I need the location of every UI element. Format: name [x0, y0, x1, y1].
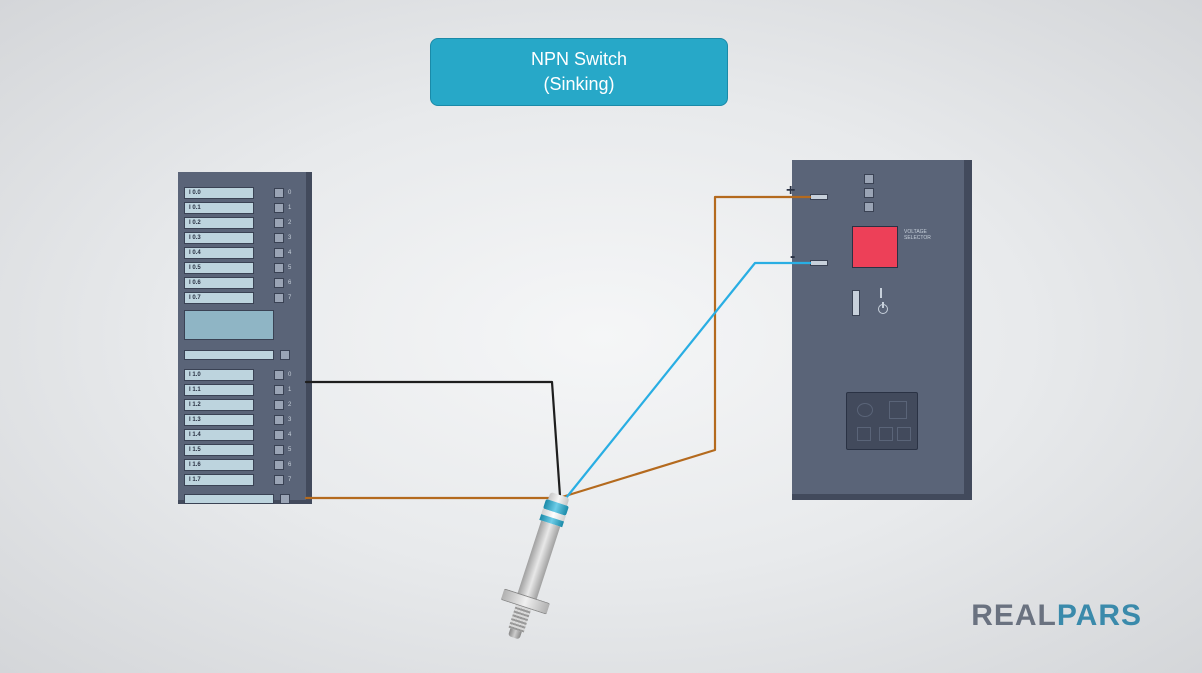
voltage-selector: [852, 226, 898, 268]
plc-num: 1: [288, 387, 296, 393]
plc-terminal-top: [184, 350, 274, 360]
psu-sign-minus: -: [790, 248, 795, 266]
plc-led: [274, 475, 284, 485]
plc-label: I 1.1: [184, 384, 254, 396]
plc-label: I 1.3: [184, 414, 254, 426]
psu-terminal-minus: [810, 260, 828, 266]
logo-part1: REAL: [971, 599, 1057, 632]
logo-part2: PARS: [1057, 599, 1142, 632]
plc-led: [274, 445, 284, 455]
plc-num: 7: [288, 477, 296, 483]
plc-num: 4: [288, 432, 296, 438]
plc-row-i0-4: I 0.4 4: [184, 246, 306, 260]
plc-led: [274, 430, 284, 440]
plc-led: [274, 370, 284, 380]
plc-row-i0-3: I 0.3 3: [184, 231, 306, 245]
plc-led: [274, 203, 284, 213]
title-line2: (Sinking): [543, 72, 614, 97]
plc-terminal-led: [280, 350, 290, 360]
voltage-selector-label: VOLTAGE SELECTOR: [904, 230, 931, 241]
psu-led-1: [864, 174, 874, 184]
plc-terminal-bottom-led: [280, 494, 290, 504]
plc-num: 3: [288, 235, 296, 241]
plc-led: [274, 293, 284, 303]
wire: [566, 263, 810, 498]
plc-row-i0-0: I 0.0 0: [184, 186, 306, 200]
plc-label: I 0.6: [184, 277, 254, 289]
psu-led-2: [864, 188, 874, 198]
plc-num: 0: [288, 190, 296, 196]
plc-num: 2: [288, 402, 296, 408]
psu-switch: [852, 290, 860, 316]
sensor-body: [516, 520, 560, 602]
plc-row-i1-3: I 1.3 3: [184, 413, 306, 427]
plc-led: [274, 263, 284, 273]
power-icon: [878, 304, 888, 314]
plc-label: I 1.4: [184, 429, 254, 441]
plc-num: 3: [288, 417, 296, 423]
plc-num: 6: [288, 280, 296, 286]
plc-label: I 1.2: [184, 399, 254, 411]
plc-num: 2: [288, 220, 296, 226]
psu-terminal-plus: [810, 194, 828, 200]
plc-num: 6: [288, 462, 296, 468]
plc-num: 7: [288, 295, 296, 301]
plc-terminal-bottom: [184, 494, 274, 504]
plc-label: I 1.0: [184, 369, 254, 381]
plc-row-i1-2: I 1.2 2: [184, 398, 306, 412]
plc-label: I 0.5: [184, 262, 254, 274]
proximity-sensor: [488, 489, 579, 663]
plc-num: 0: [288, 372, 296, 378]
plc-label: I 0.0: [184, 187, 254, 199]
plc-led: [274, 278, 284, 288]
plc-row-i1-4: I 1.4 4: [184, 428, 306, 442]
plc-row-i0-5: I 0.5 5: [184, 261, 306, 275]
psu-led-3: [864, 202, 874, 212]
plc-num: 4: [288, 250, 296, 256]
psu-outlet: [846, 392, 918, 450]
title-banner: NPN Switch (Sinking): [430, 38, 728, 106]
plc-num: 1: [288, 205, 296, 211]
plc-led: [274, 188, 284, 198]
wire: [306, 382, 560, 496]
plc-led: [274, 385, 284, 395]
plc-row-i1-7: I 1.7 7: [184, 473, 306, 487]
plc-led: [274, 460, 284, 470]
plc-module: I 0.00I 0.11I 0.22I 0.33I 0.44I 0.55I 0.…: [178, 172, 312, 504]
plc-row-i1-0: I 1.0 0: [184, 368, 306, 382]
plc-row-i1-6: I 1.6 6: [184, 458, 306, 472]
power-supply: VOLTAGE SELECTOR: [792, 160, 972, 500]
plc-led: [274, 415, 284, 425]
plc-num: 5: [288, 447, 296, 453]
plc-row-i1-1: I 1.1 1: [184, 383, 306, 397]
plc-led: [274, 400, 284, 410]
plc-label: I 0.2: [184, 217, 254, 229]
plc-label: I 0.3: [184, 232, 254, 244]
plc-num: 5: [288, 265, 296, 271]
plc-row-i1-5: I 1.5 5: [184, 443, 306, 457]
psu-on-indicator: [880, 288, 882, 298]
plc-label: I 1.6: [184, 459, 254, 471]
title-line1: NPN Switch: [531, 47, 627, 72]
brand-logo: REALPARS: [971, 599, 1142, 633]
plc-label: I 1.7: [184, 474, 254, 486]
plc-row-i0-2: I 0.2 2: [184, 216, 306, 230]
plc-label: I 0.4: [184, 247, 254, 259]
psu-sign-plus: +: [786, 182, 795, 200]
plc-label: I 1.5: [184, 444, 254, 456]
plc-label: I 0.1: [184, 202, 254, 214]
plc-led: [274, 248, 284, 258]
plc-row-i0-6: I 0.6 6: [184, 276, 306, 290]
plc-spacer: [184, 310, 274, 340]
plc-row-i0-7: I 0.7 7: [184, 291, 306, 305]
plc-led: [274, 233, 284, 243]
plc-led: [274, 218, 284, 228]
wire: [562, 197, 810, 497]
plc-label: I 0.7: [184, 292, 254, 304]
plc-row-i0-1: I 0.1 1: [184, 201, 306, 215]
